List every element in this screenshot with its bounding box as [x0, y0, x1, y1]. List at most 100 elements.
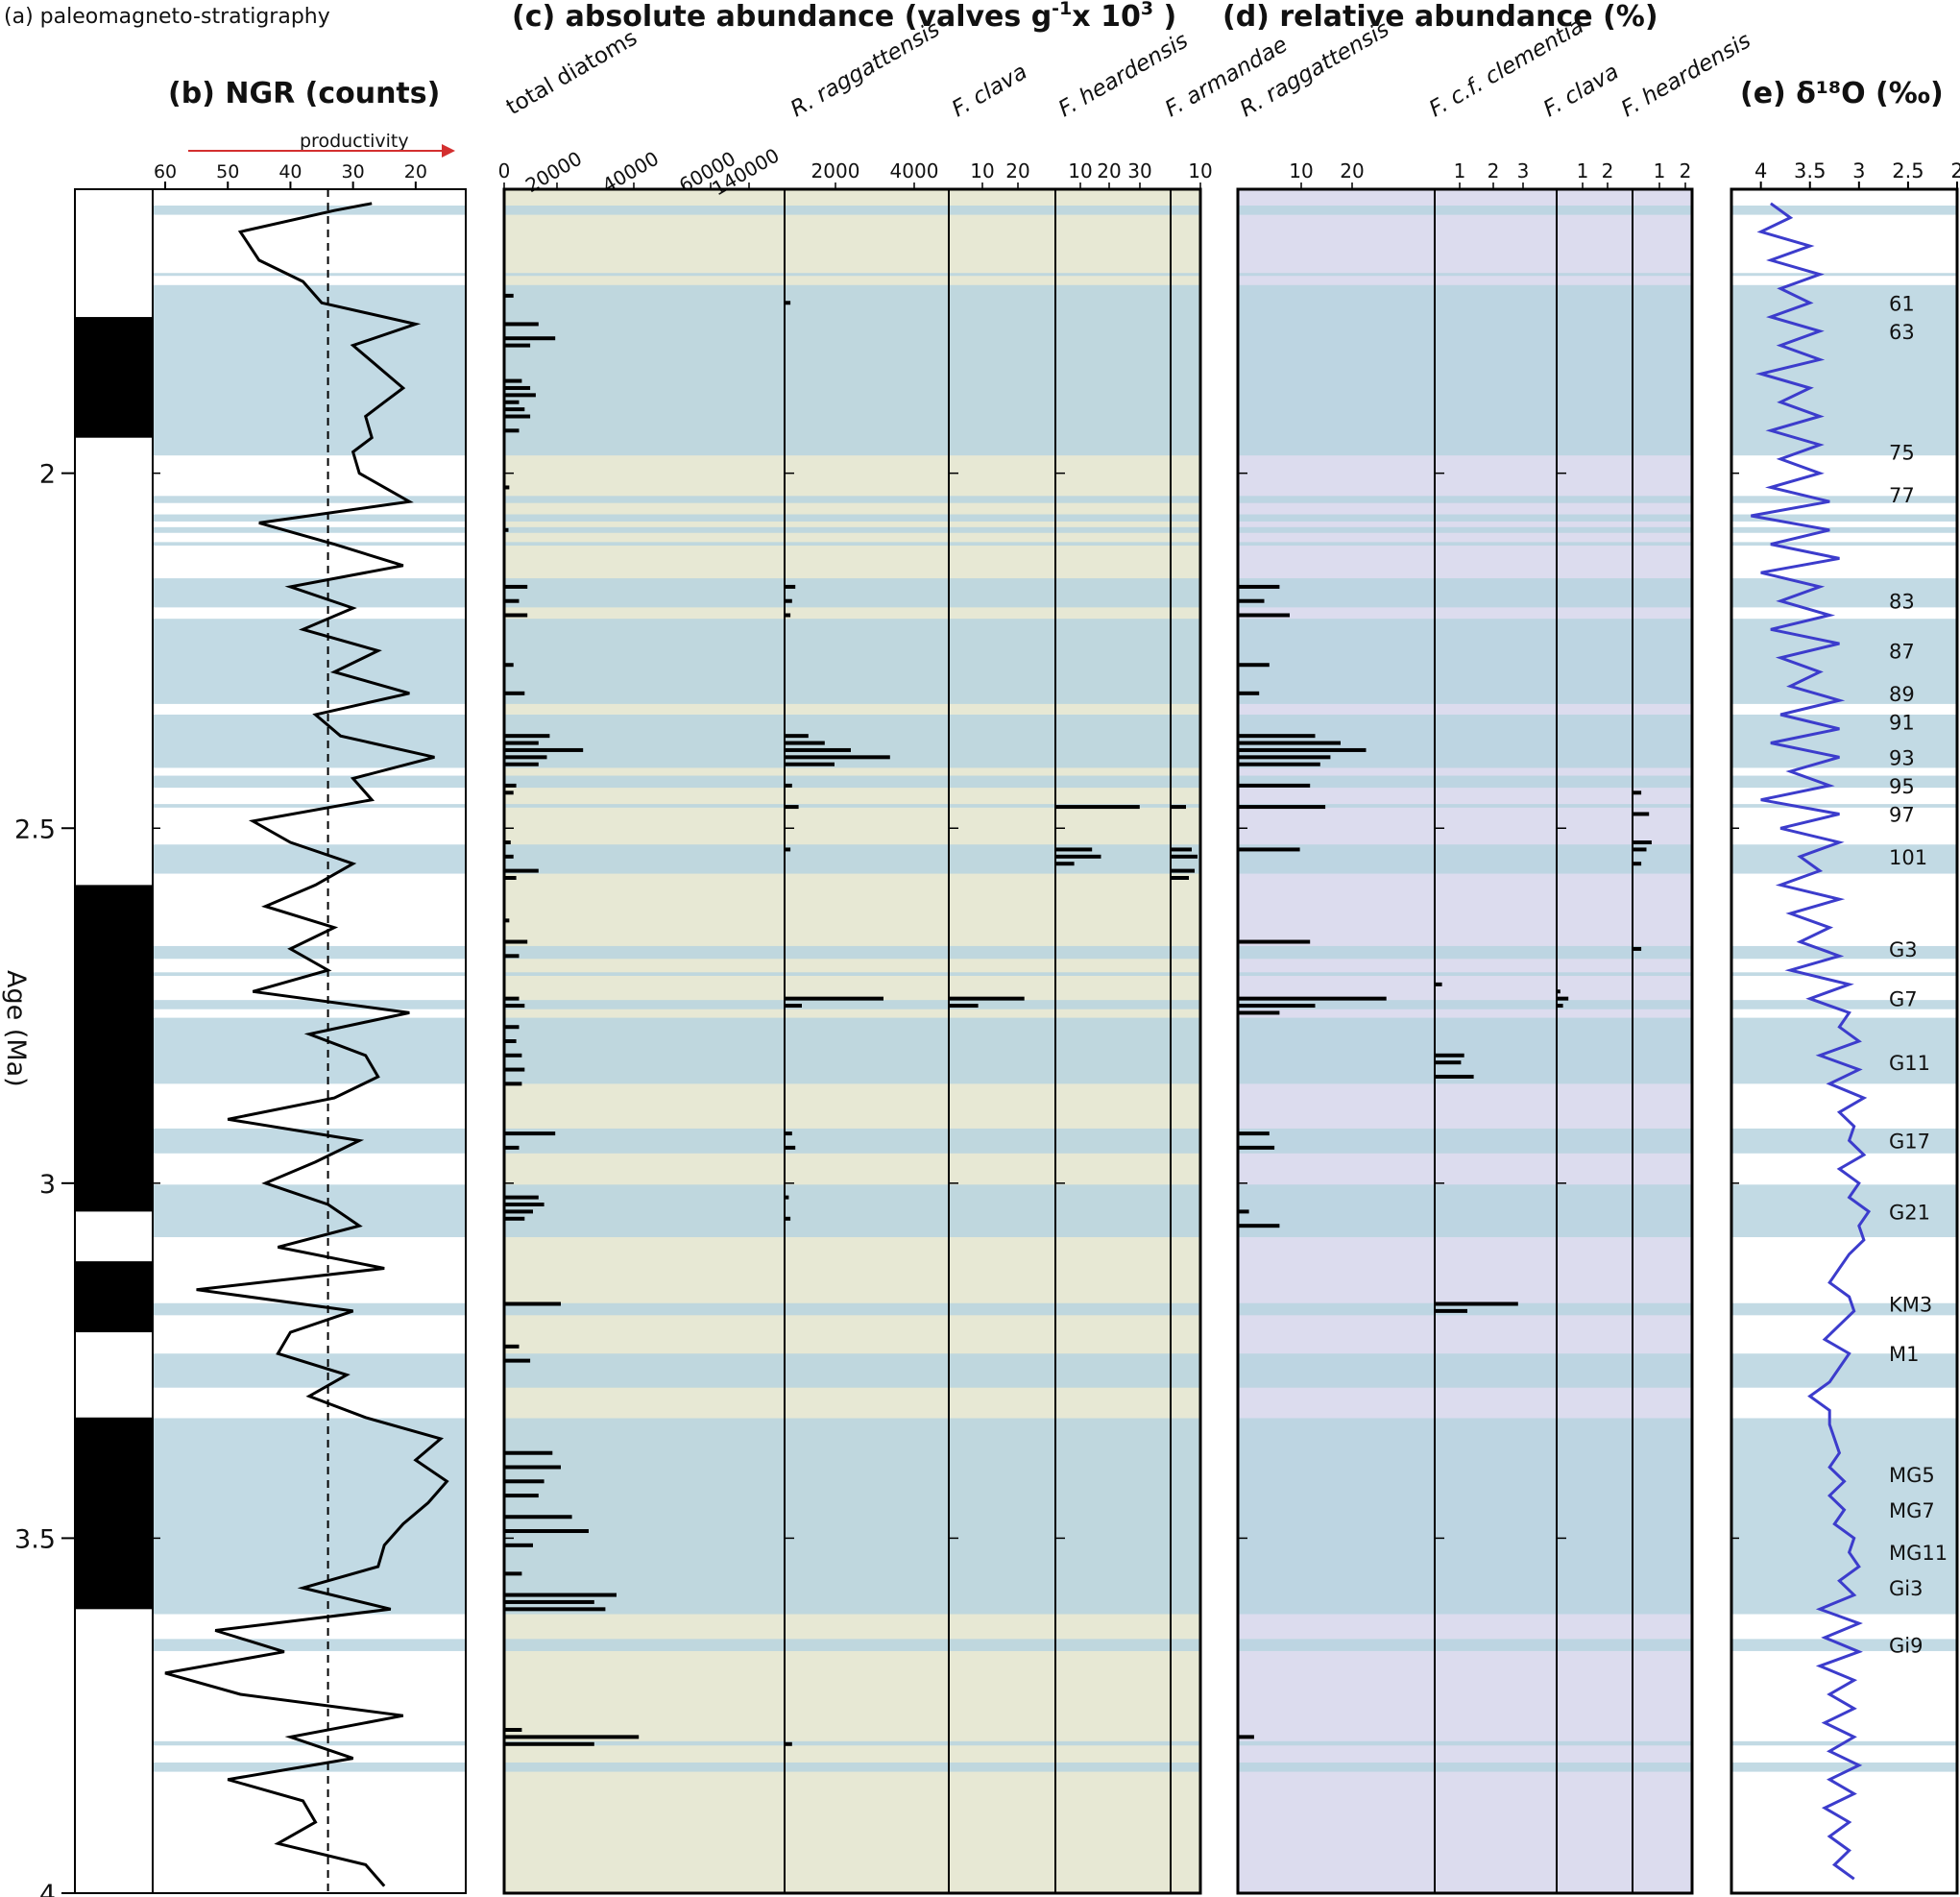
f-clava-rel-bar — [1558, 1004, 1563, 1009]
total-diatoms-bar — [505, 663, 514, 668]
stage-label: 97 — [1889, 803, 1915, 826]
stage-label: MG7 — [1889, 1499, 1935, 1522]
r-raggattensis-abs-bar — [786, 1195, 789, 1200]
rel-x-tick-label: 2 — [1488, 159, 1500, 182]
total-diatoms-bar — [505, 527, 509, 532]
glacial-band — [1238, 526, 1692, 533]
f-heardensis-rel-bar — [1633, 862, 1642, 866]
stage-label: 87 — [1889, 640, 1915, 663]
panel-b-title: (b) NGR (counts) — [168, 77, 440, 110]
total-diatoms-bar — [505, 741, 539, 745]
total-diatoms-bar — [505, 1344, 520, 1349]
glacial-band — [1731, 1762, 1957, 1772]
glacial-band — [1731, 619, 1957, 704]
total-diatoms-bar — [505, 485, 510, 490]
glacial-band — [504, 1000, 1200, 1009]
total-diatoms-bar — [505, 407, 525, 412]
rel-column-header: F. heardensis — [1617, 28, 1755, 122]
total-diatoms-bar — [505, 762, 539, 766]
ngr-x-tick-label: 40 — [278, 161, 302, 182]
glacial-band — [1238, 496, 1692, 503]
glacial-band — [504, 526, 1200, 533]
abs-x-tick-label: 4000 — [890, 159, 939, 182]
stage-label: G3 — [1889, 938, 1918, 961]
rel-x-tick-label: 10 — [1289, 159, 1313, 182]
d18o-x-tick-label: 4 — [1754, 159, 1767, 182]
ngr-x-tick-label: 60 — [154, 161, 177, 182]
abundance-bars — [505, 293, 1652, 1746]
abs-x-tick-label: 30 — [1127, 159, 1151, 182]
stage-labels: 61 63 75 77 83 87 89 91 93 95 97 101 G3 G7 G11 G17 G21 KM… — [1889, 292, 1948, 1657]
glacial-band — [1731, 775, 1957, 789]
glacial-band — [504, 945, 1200, 960]
r-raggattensis-rel-bar — [1239, 1209, 1249, 1214]
total-diatoms-bar — [505, 584, 528, 589]
glacial-band — [1238, 619, 1692, 704]
glacial-band — [1238, 1353, 1692, 1388]
total-diatoms-bar — [505, 414, 531, 419]
stage-label: G7 — [1889, 988, 1918, 1011]
panel-e-title: (e) δ¹⁸O (‰) — [1740, 77, 1944, 110]
f-heardensis-rel-bar — [1633, 946, 1642, 951]
r-raggattensis-rel-bar — [1239, 613, 1290, 618]
r-raggattensis-abs-bar — [786, 783, 792, 788]
total-diatoms-bar — [505, 393, 536, 398]
total-diatoms-bar — [505, 954, 520, 959]
r-raggattensis-rel-bar — [1239, 734, 1316, 739]
glacial-band — [1238, 844, 1692, 874]
r-raggattensis-rel-bar — [1239, 1145, 1275, 1150]
panel-b-arrow-label: productivity — [300, 131, 409, 152]
abs-x-tick-label: 20 — [1097, 159, 1121, 182]
r-raggattensis-abs-bar — [786, 1145, 796, 1150]
glacial-band — [153, 1184, 466, 1238]
total-diatoms-bar — [505, 1494, 539, 1498]
glacial-band — [1238, 1184, 1692, 1238]
stage-label: MG5 — [1889, 1464, 1935, 1487]
r-raggattensis-rel-bar — [1239, 762, 1320, 766]
productivity-arrowhead — [442, 144, 455, 158]
r-raggattensis-abs-bar — [786, 301, 791, 305]
r-raggattensis-abs-bar — [786, 741, 825, 745]
glacial-band — [504, 496, 1200, 503]
ngr-x-tick-label: 30 — [342, 161, 365, 182]
stage-label: Gi9 — [1889, 1634, 1923, 1657]
f-clementia-rel-bar — [1436, 982, 1442, 986]
glacial-band — [504, 804, 1200, 808]
glacial-band — [1731, 526, 1957, 533]
total-diatoms-bar — [505, 400, 520, 404]
ngr-x-tick-label: 50 — [216, 161, 239, 182]
stage-label: 63 — [1889, 321, 1915, 344]
total-diatoms-bar — [505, 385, 531, 390]
total-diatoms-bar — [505, 918, 510, 923]
total-diatoms-bar — [505, 747, 584, 752]
stage-label: 75 — [1889, 441, 1915, 464]
stage-label: 93 — [1889, 746, 1915, 769]
glacial-band — [1238, 804, 1692, 808]
glacial-band — [153, 206, 466, 215]
r-raggattensis-rel-bar — [1239, 1004, 1316, 1009]
r-raggattensis-rel-bar — [1239, 741, 1341, 745]
glacial-band — [1731, 273, 1957, 277]
y-tick-label: 2.5 — [14, 815, 56, 844]
glacial-band — [1238, 775, 1692, 789]
r-raggattensis-rel-bar — [1239, 584, 1280, 589]
glacial-band — [1731, 542, 1957, 547]
total-diatoms-bar — [505, 1543, 533, 1547]
abs-column-header: total diatoms — [502, 25, 641, 120]
glacial-band — [153, 1017, 466, 1084]
glacial-band — [1238, 1128, 1692, 1154]
total-diatoms-bar — [505, 1203, 544, 1207]
f-clava-abs-bar — [950, 996, 1025, 1001]
glacial-band — [1238, 945, 1692, 960]
total-diatoms-bar — [505, 1735, 640, 1739]
glacial-band — [504, 1762, 1200, 1772]
f-heardensis-abs-bar — [1056, 862, 1075, 866]
r-raggattensis-rel-bar — [1239, 598, 1265, 603]
glacial-band — [504, 1740, 1200, 1746]
rel-x-tick-label: 1 — [1577, 159, 1589, 182]
total-diatoms-bar — [505, 428, 520, 433]
abs-x-tick-label: 10 — [1188, 159, 1212, 182]
glacial-band — [1238, 1639, 1692, 1651]
total-diatoms-bar — [505, 322, 539, 327]
y-tick-label: 3 — [39, 1170, 56, 1200]
